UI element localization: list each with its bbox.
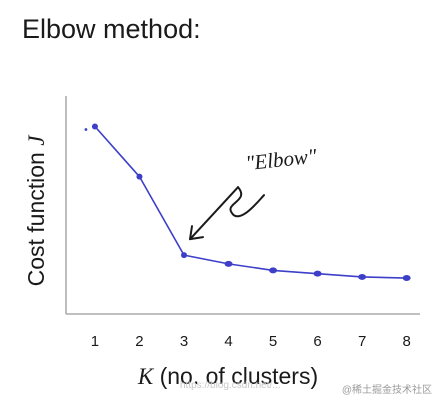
x-axis-label: K (no. of clusters) [137, 363, 318, 389]
watermark-url: https://blog.csdn.net/... [180, 380, 281, 391]
x-tick-label: 5 [269, 333, 277, 350]
data-point [181, 252, 187, 259]
y-axis-label-text: Cost function [23, 146, 49, 287]
data-point [269, 267, 278, 274]
cost-curve-line [94, 125, 408, 279]
elbow-arrow-head [189, 225, 204, 241]
x-tick-labels: 1 2 3 4 5 6 7 8 [91, 333, 411, 350]
elbow-arrow-shaft [189, 186, 239, 241]
y-axis-label: Cost function J [23, 134, 49, 287]
data-point [313, 270, 322, 277]
watermark-badge: @稀土掘金技术社区 [341, 385, 432, 396]
data-point [136, 173, 143, 180]
data-point [91, 123, 98, 130]
y-axis-label-symbol: J [24, 134, 49, 146]
data-point [402, 275, 411, 282]
x-tick-label: 2 [135, 333, 143, 350]
elbow-label: "Elbow" [244, 144, 318, 175]
x-tick-label: 8 [402, 333, 410, 350]
start-tick-mark [84, 128, 88, 131]
x-tick-label: 7 [358, 333, 366, 350]
x-tick-label: 6 [313, 333, 321, 350]
x-tick-label: 3 [180, 333, 188, 350]
data-point [358, 273, 367, 280]
chart-series [84, 123, 411, 282]
x-axis-label-text: (no. of clusters) [153, 363, 318, 389]
x-tick-label: 1 [91, 333, 99, 350]
data-point [224, 260, 233, 267]
page-title: Elbow method: [22, 14, 201, 44]
elbow-squiggle [229, 186, 265, 217]
x-tick-label: 4 [224, 333, 232, 350]
x-axis-label-symbol: K [137, 364, 155, 389]
chart-axes [65, 96, 420, 315]
elbow-annotation: "Elbow" [189, 144, 318, 241]
